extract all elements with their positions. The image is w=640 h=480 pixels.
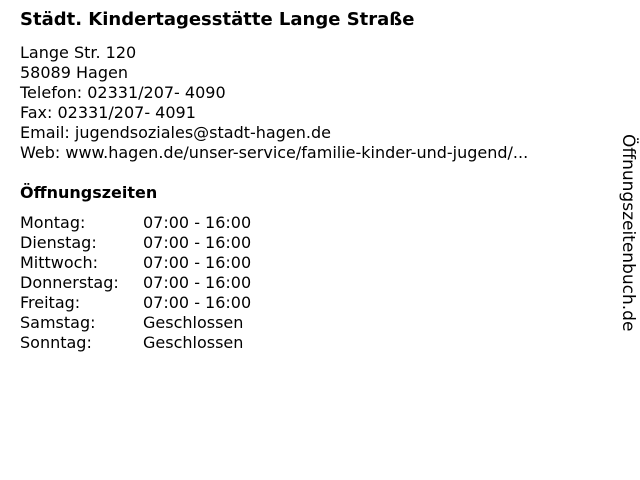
time: 07:00 - 16:00 (143, 293, 252, 312)
time: 07:00 - 16:00 (143, 233, 252, 252)
fax: Fax: 02331/207- 4091 (20, 103, 196, 122)
time: 07:00 - 16:00 (143, 273, 252, 292)
day: Freitag: (20, 293, 81, 312)
day: Sonntag: (20, 333, 92, 352)
hours-row: Mittwoch: 07:00 - 16:00 (20, 253, 251, 273)
hours-row: Montag: 07:00 - 16:00 (20, 213, 251, 233)
brand-watermark: Öffnungszeitenbuch.de (618, 134, 638, 332)
time: 07:00 - 16:00 (143, 253, 252, 272)
hours-row: Dienstag: 07:00 - 16:00 (20, 233, 251, 253)
website: Web: www.hagen.de/unser-service/familie-… (20, 143, 529, 162)
hours-row: Donnerstag: 07:00 - 16:00 (20, 273, 251, 293)
day: Montag: (20, 213, 86, 232)
city: 58089 Hagen (20, 63, 128, 82)
hours-row: Freitag: 07:00 - 16:00 (20, 293, 251, 313)
time: Geschlossen (143, 313, 244, 332)
hours-row: Sonntag: Geschlossen (20, 333, 251, 353)
day: Mittwoch: (20, 253, 98, 272)
phone: Telefon: 02331/207- 4090 (20, 83, 226, 102)
hours-table: Montag: 07:00 - 16:00 Dienstag: 07:00 - 16… (20, 213, 251, 353)
page-title: Städt. Kindertagesstätte Lange Straße (20, 9, 415, 30)
hours-heading: Öffnungszeiten (20, 183, 158, 202)
day: Dienstag: (20, 233, 97, 252)
time: Geschlossen (143, 333, 244, 352)
street: Lange Str. 120 (20, 43, 137, 62)
contact-block: Lange Str. 120 58089 Hagen Telefon: 0233… (20, 43, 528, 163)
day: Samstag: (20, 313, 96, 332)
email: Email: jugendsoziales@stadt-hagen.de (20, 123, 331, 142)
day: Donnerstag: (20, 273, 119, 292)
hours-row: Samstag: Geschlossen (20, 313, 251, 333)
time: 07:00 - 16:00 (143, 213, 252, 232)
